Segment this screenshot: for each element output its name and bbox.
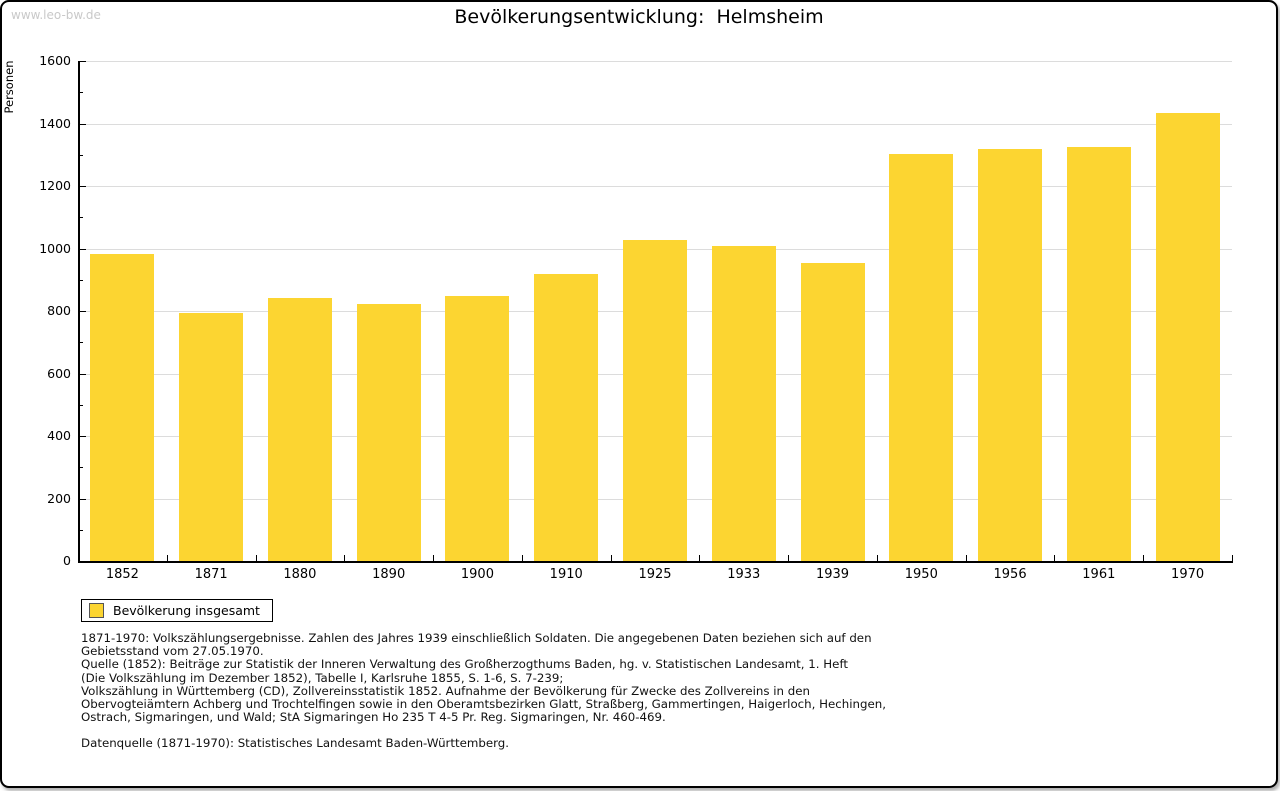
y-tick (79, 311, 86, 312)
bar-1933 (711, 246, 776, 561)
y-tick-label: 800 (47, 303, 71, 318)
x-tick (965, 555, 967, 561)
x-tick (521, 555, 523, 561)
x-label-1925: 1925 (638, 567, 672, 582)
gridline (79, 186, 1232, 187)
y-tick-label: 1600 (39, 53, 71, 68)
x-axis (78, 561, 1233, 563)
bar-1900 (445, 295, 510, 561)
x-tick (876, 555, 878, 561)
y-tick (79, 342, 83, 344)
chart-title: Bevölkerungsentwicklung: Helmsheim (454, 6, 824, 28)
x-label-1950: 1950 (904, 567, 938, 582)
x-tick (1054, 555, 1056, 561)
y-tick (79, 92, 83, 94)
legend-swatch (89, 603, 104, 618)
legend: Bevölkerung insgesamt (81, 599, 273, 622)
y-tick (79, 529, 83, 531)
x-tick (788, 555, 790, 561)
x-tick (610, 555, 612, 561)
y-tick-label: 1200 (39, 178, 71, 193)
x-tick (78, 555, 79, 561)
x-label-1939: 1939 (815, 567, 850, 582)
bar-1890 (356, 303, 421, 561)
footnote-line: Quelle (1852): Beiträge zur Statistik de… (81, 657, 849, 672)
x-label-1961: 1961 (1082, 567, 1116, 582)
y-tick (79, 373, 86, 375)
bar-1939 (800, 262, 865, 561)
y-tick (79, 561, 86, 562)
datasource-line: Datenquelle (1871-1970): Statistisches L… (81, 736, 510, 751)
y-tick (79, 498, 86, 500)
x-tick (255, 555, 257, 561)
footnote-line: Obervogteiämtern Achberg und Trochtelfin… (81, 697, 886, 712)
x-label-1900: 1900 (460, 567, 494, 582)
footnote-line: 1871-1970: Volkszählungsergebnisse. Zahl… (81, 631, 872, 645)
y-tick (79, 123, 86, 125)
x-label-1890: 1890 (372, 567, 406, 582)
footnote-line: Gebietsstand vom 27.05.1970. (81, 644, 264, 659)
footnotes: 1871-1970: Volkszählungsergebnisse. Zahl… (81, 631, 1256, 751)
x-tick (433, 555, 435, 561)
bar-1956 (978, 149, 1043, 561)
bar-1970 (1155, 113, 1220, 561)
watermark: www.leo-bw.de (11, 8, 101, 22)
bar-1852 (90, 253, 155, 561)
legend-label: Bevölkerung insgesamt (113, 603, 260, 618)
bar-1961 (1066, 146, 1131, 561)
y-tick (79, 217, 83, 219)
y-tick (79, 404, 83, 406)
y-tick-label: 1000 (39, 240, 71, 256)
y-axis-label: Personen (2, 60, 16, 114)
x-tick (699, 555, 701, 561)
bar-1910 (534, 273, 599, 561)
x-label-1852: 1852 (105, 567, 139, 582)
y-tick (79, 154, 83, 156)
bar-1871 (179, 312, 244, 561)
y-tick-label: 1400 (39, 115, 71, 131)
x-label-1880: 1880 (283, 567, 317, 582)
y-tick-label: 0 (63, 553, 71, 568)
x-tick (1232, 555, 1233, 561)
y-tick (79, 186, 86, 187)
x-label-1910: 1910 (549, 567, 583, 582)
gridline (79, 61, 1232, 62)
x-label-1970: 1970 (1171, 567, 1205, 582)
x-tick (344, 555, 346, 561)
y-tick (79, 248, 86, 250)
x-label-1933: 1933 (727, 567, 761, 582)
x-label-1871: 1871 (194, 567, 228, 582)
y-tick (79, 436, 86, 437)
y-tick-label: 200 (47, 490, 71, 506)
footnote-line: Ostrach, Sigmaringen, und Wald; StA Sigm… (81, 710, 666, 725)
bar-1880 (267, 297, 332, 561)
footnote-line: (Die Volkszählung im Dezember 1852), Tab… (81, 670, 564, 685)
y-tick-label: 600 (47, 365, 71, 381)
x-tick (166, 555, 168, 561)
y-axis (78, 61, 80, 562)
y-tick (79, 279, 83, 281)
bar-1950 (889, 154, 954, 561)
bar-1925 (623, 240, 687, 561)
y-tick-label: 400 (47, 428, 71, 443)
y-tick (79, 467, 83, 469)
x-label-1956: 1956 (993, 567, 1027, 582)
footnote-line: Volkszählung in Württemberg (CD), Zollve… (81, 683, 810, 698)
y-tick (79, 61, 86, 62)
gridline (79, 123, 1232, 125)
x-tick (1143, 555, 1145, 561)
